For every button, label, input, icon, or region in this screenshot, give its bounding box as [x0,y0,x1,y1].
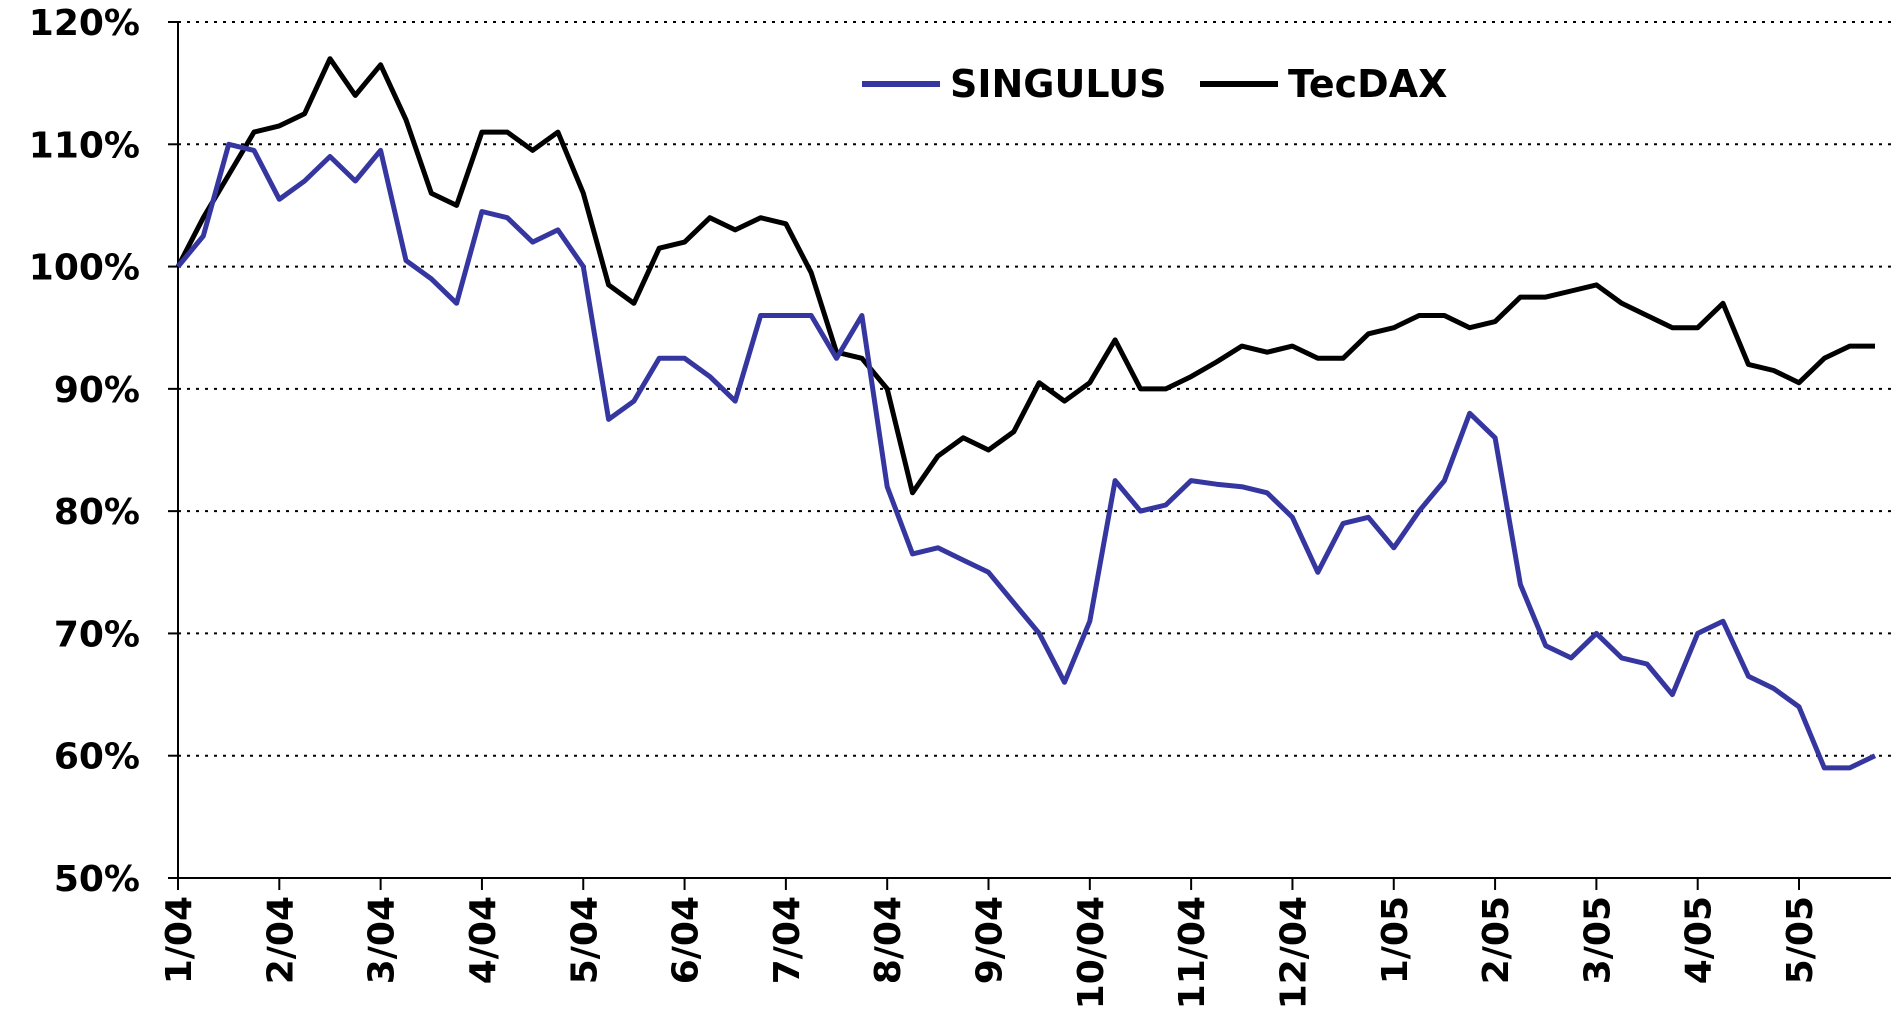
x-tick-label: 3/05 [1577,896,1618,984]
x-tick-label: 10/04 [1071,896,1112,1009]
y-tick-label: 80% [54,492,140,533]
x-tick-label: 7/04 [767,896,808,984]
y-tick-label: 110% [29,125,140,166]
legend-label: TecDAX [1288,62,1447,106]
x-tick-label: 12/04 [1273,896,1314,1009]
x-tick-label: 11/04 [1172,896,1213,1009]
x-tick-label: 2/04 [260,896,301,984]
line [176,141,1877,771]
x-tick-label: 4/04 [463,896,504,984]
y-tick-label: 90% [54,370,140,411]
x-tick-label: 2/05 [1476,896,1517,984]
y-tick-label: 120% [29,3,140,44]
y-tick-label: 100% [29,248,140,289]
x-tick-label: 8/04 [868,896,909,984]
y-tick-label: 60% [54,737,140,778]
x-tick-label: 1/05 [1375,896,1416,984]
y-tick-label: 70% [54,614,140,655]
x-tick-label: 6/04 [666,896,707,984]
x-tick-label: 3/04 [362,896,403,984]
x-tick-label: 9/04 [970,896,1011,984]
x-tick-label: 1/04 [159,896,200,984]
x-tick-label: 5/04 [564,896,605,984]
x-tick-label: 5/05 [1780,896,1821,984]
y-tick-label: 50% [54,859,140,900]
legend-label: SINGULUS [950,62,1166,106]
line [175,56,1875,496]
x-tick-label: 4/05 [1679,896,1720,984]
